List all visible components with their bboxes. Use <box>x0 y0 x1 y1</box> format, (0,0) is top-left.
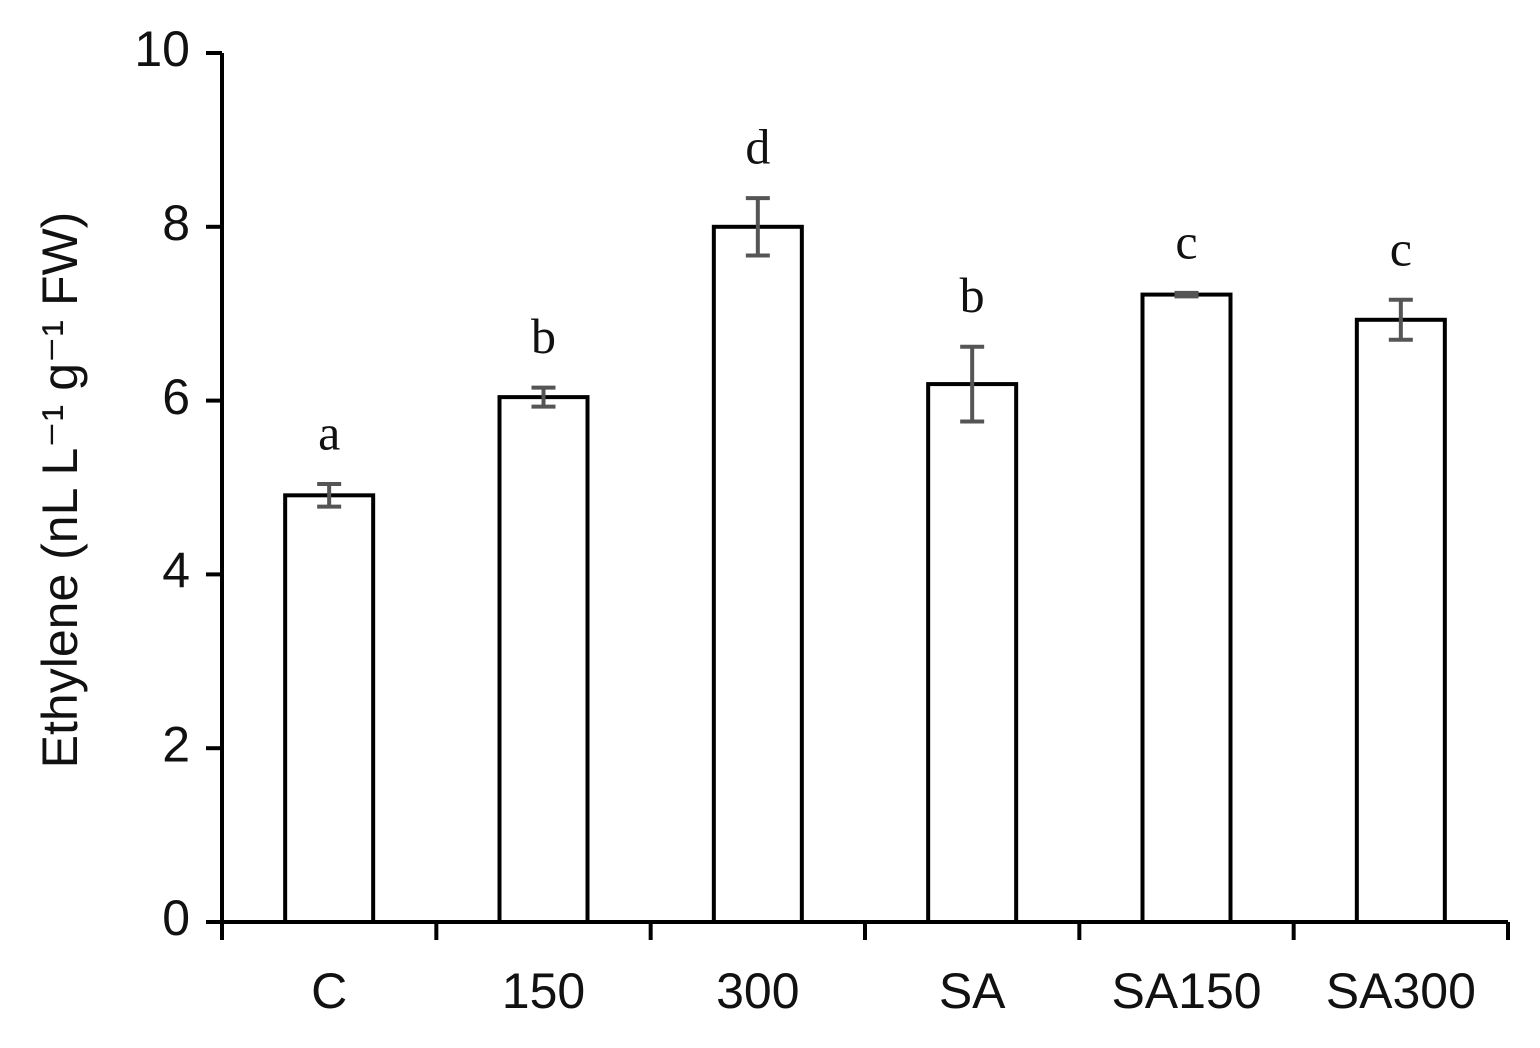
y-tick-label: 10 <box>134 21 190 77</box>
x-tick-label: 300 <box>716 963 799 1019</box>
x-tick-label: SA <box>939 963 1006 1019</box>
y-tick-label: 4 <box>162 543 190 599</box>
y-axis-label: Ethylene (nL L⁻¹ g⁻¹ FW) <box>32 212 88 769</box>
bar <box>497 395 590 924</box>
bar <box>283 493 376 924</box>
y-tick-label: 6 <box>162 369 190 425</box>
bar <box>1354 317 1447 924</box>
x-tick-label: 150 <box>502 963 585 1019</box>
y-tick-label: 2 <box>162 716 190 772</box>
annotation: c <box>1175 213 1197 269</box>
annotation: a <box>318 404 340 460</box>
y-tick-label: 0 <box>162 890 190 946</box>
x-tick-label: SA150 <box>1111 963 1261 1019</box>
bar <box>926 382 1019 924</box>
annotation: b <box>531 308 556 364</box>
bar <box>711 224 804 925</box>
bar <box>1140 292 1233 925</box>
x-tick-label: C <box>311 963 347 1019</box>
y-tick-label: 8 <box>162 195 190 251</box>
x-tick-label: SA300 <box>1326 963 1476 1019</box>
annotation: c <box>1390 220 1412 276</box>
annotation: d <box>745 119 770 175</box>
annotation: b <box>960 267 985 323</box>
